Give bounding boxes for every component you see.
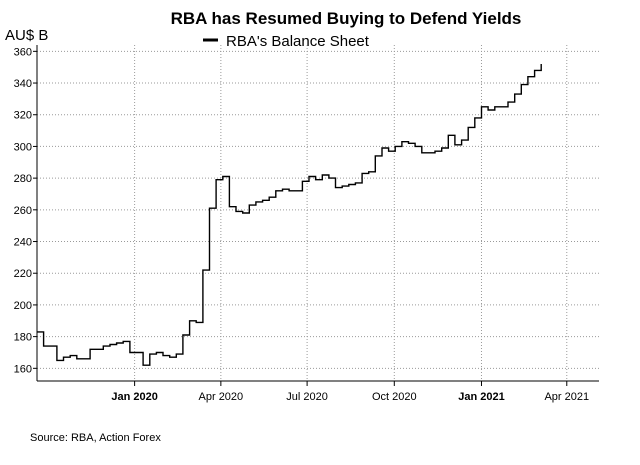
series-line-rba-balance-sheet [37, 64, 542, 366]
y-tick-label: 160 [14, 363, 32, 375]
axes: 160 180 200 220 240 260 280 300 320 340 360 Jan 202… [14, 45, 599, 403]
series-layer [37, 64, 542, 366]
legend-label: RBA's Balance Sheet [226, 33, 370, 50]
y-tick-label: 360 [14, 46, 32, 58]
y-axis-unit-label: AU$ B [5, 27, 48, 44]
x-tick-label: Jul 2020 [286, 391, 328, 403]
y-tick-label: 300 [14, 141, 32, 153]
x-tick-label: Jan 2020 [111, 391, 157, 403]
y-tick-label: 240 [14, 237, 32, 249]
y-tick-label: 340 [14, 78, 32, 90]
legend: RBA's Balance Sheet [203, 33, 370, 50]
chart-title: RBA has Resumed Buying to Defend Yields [171, 9, 522, 28]
y-tick-label: 200 [14, 300, 32, 312]
x-tick-label: Jan 2021 [458, 391, 504, 403]
x-tick-label: Apr 2020 [199, 391, 244, 403]
gridlines [37, 45, 599, 381]
y-tick-label: 280 [14, 173, 32, 185]
y-tick-label: 260 [14, 205, 32, 217]
y-tick-label: 220 [14, 268, 32, 280]
y-tick-label: 180 [14, 332, 32, 344]
source-note: Source: RBA, Action Forex [30, 432, 161, 444]
x-tick-label: Apr 2021 [544, 391, 589, 403]
y-tick-label: 320 [14, 110, 32, 122]
x-tick-label: Oct 2020 [372, 391, 417, 403]
